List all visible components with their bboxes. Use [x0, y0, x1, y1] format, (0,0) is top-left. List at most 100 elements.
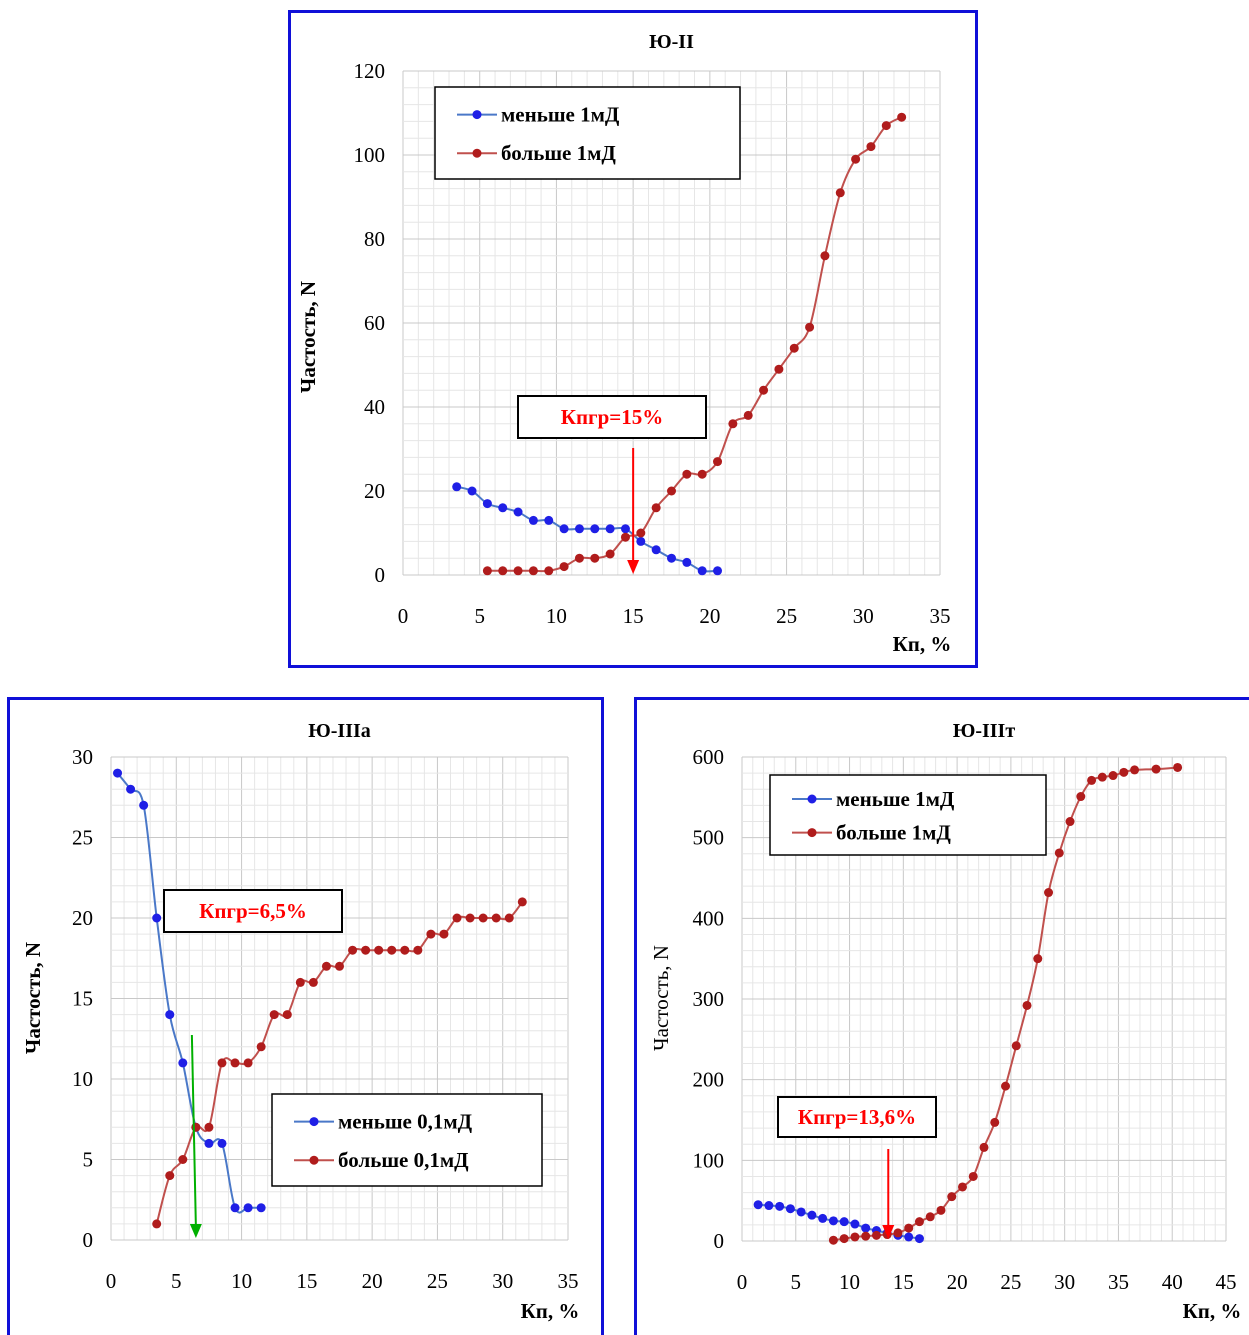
data-point [893, 1228, 903, 1238]
data-point [805, 322, 815, 332]
legend-marker [807, 794, 817, 804]
data-point [217, 1058, 227, 1068]
legend-box [271, 1093, 543, 1187]
data-point [269, 1010, 279, 1020]
x-tick-label: 45 [1216, 1270, 1237, 1294]
data-point [452, 913, 462, 923]
legend: меньше 0,1мД больше 0,1мД [271, 1093, 543, 1187]
x-tick-label: 35 [558, 1269, 579, 1293]
data-point [1033, 954, 1043, 964]
data-point [498, 566, 508, 576]
x-tick-label: 0 [398, 604, 409, 628]
x-tick-label: 15 [296, 1269, 317, 1293]
data-point [528, 566, 538, 576]
legend-marker [472, 148, 482, 158]
legend-label: меньше 0,1мД [338, 1110, 473, 1134]
legend-box [769, 774, 1047, 856]
chart-3: Ю-IIIт 0 5 10 15 20 25 30 35 40 45 0 100 200 300 400 500… [649, 720, 1241, 1323]
data-point [979, 1142, 989, 1152]
data-point [775, 1201, 785, 1211]
data-point [1151, 764, 1161, 774]
data-point [467, 486, 477, 496]
data-point [881, 121, 891, 131]
data-point [651, 503, 661, 513]
x-tick-label: 15 [623, 604, 644, 628]
data-point [243, 1058, 253, 1068]
x-tick-label: 20 [947, 1270, 968, 1294]
data-point [230, 1203, 240, 1213]
y-tick-label: 200 [693, 1068, 725, 1092]
data-point [636, 536, 646, 546]
annotation-text: Кпгр=6,5% [199, 899, 307, 923]
data-point [914, 1234, 924, 1244]
data-point [990, 1117, 1000, 1127]
data-point [713, 457, 723, 467]
data-point [544, 515, 554, 525]
y-tick-label: 80 [364, 227, 385, 251]
chart-1: Ю-II 0 5 10 15 20 25 30 35 0 20 40 60 80 100 120 Кп, % Ча… [296, 31, 951, 656]
legend-label: больше 1мД [501, 141, 616, 165]
data-point [914, 1217, 924, 1227]
y-tick-label: 40 [364, 395, 385, 419]
data-point [413, 945, 423, 955]
data-point [256, 1203, 266, 1213]
data-point [113, 768, 123, 778]
legend-label: меньше 1мД [501, 103, 620, 127]
data-point [936, 1205, 946, 1215]
data-point [1087, 775, 1097, 785]
data-point [1065, 817, 1075, 827]
data-point [165, 1171, 175, 1181]
y-tick-label: 0 [375, 563, 386, 587]
data-point [807, 1210, 817, 1220]
data-point [204, 1122, 214, 1132]
data-point [620, 524, 630, 534]
data-point [925, 1212, 935, 1222]
legend-label: больше 0,1мД [338, 1148, 469, 1172]
data-point [839, 1234, 849, 1244]
data-point [789, 343, 799, 353]
legend-marker [309, 1155, 319, 1165]
x-tick-label: 30 [492, 1269, 513, 1293]
data-point [498, 503, 508, 513]
data-point [828, 1216, 838, 1226]
data-point [947, 1192, 957, 1202]
data-point [590, 553, 600, 563]
data-point [544, 566, 554, 576]
data-point [636, 528, 646, 538]
data-point [1119, 767, 1129, 777]
data-point [667, 553, 676, 563]
x-tick-label: 0 [106, 1269, 117, 1293]
x-axis-label: Кп, % [521, 1299, 580, 1323]
data-point [590, 524, 600, 534]
data-point [1011, 1041, 1021, 1051]
series-less [452, 482, 723, 576]
grid-lines [402, 70, 941, 576]
data-point [651, 545, 661, 555]
y-tick-label: 400 [693, 906, 725, 930]
data-point [491, 913, 501, 923]
data-point [904, 1223, 914, 1233]
data-point [697, 469, 707, 479]
data-point [478, 913, 488, 923]
y-tick-label: 60 [364, 311, 385, 335]
data-point [897, 112, 907, 122]
data-point [850, 1232, 860, 1242]
y-tick-label: 30 [72, 745, 93, 769]
data-point [605, 524, 615, 534]
data-point [682, 469, 692, 479]
y-tick-label: 0 [83, 1228, 94, 1252]
threshold-annotation: Кпгр=13,6% [777, 1096, 937, 1239]
data-point [1044, 888, 1054, 898]
x-tick-label: 40 [1162, 1270, 1183, 1294]
x-tick-label: 5 [791, 1270, 802, 1294]
data-point [517, 897, 527, 907]
x-axis-label: Кп, % [893, 632, 952, 656]
x-tick-label: 5 [171, 1269, 182, 1293]
x-tick-label: 10 [839, 1270, 860, 1294]
data-point [682, 557, 692, 567]
chart-title: Ю-IIIа [308, 720, 371, 742]
data-point [820, 251, 830, 261]
data-point [1173, 762, 1183, 772]
data-point [528, 515, 538, 525]
